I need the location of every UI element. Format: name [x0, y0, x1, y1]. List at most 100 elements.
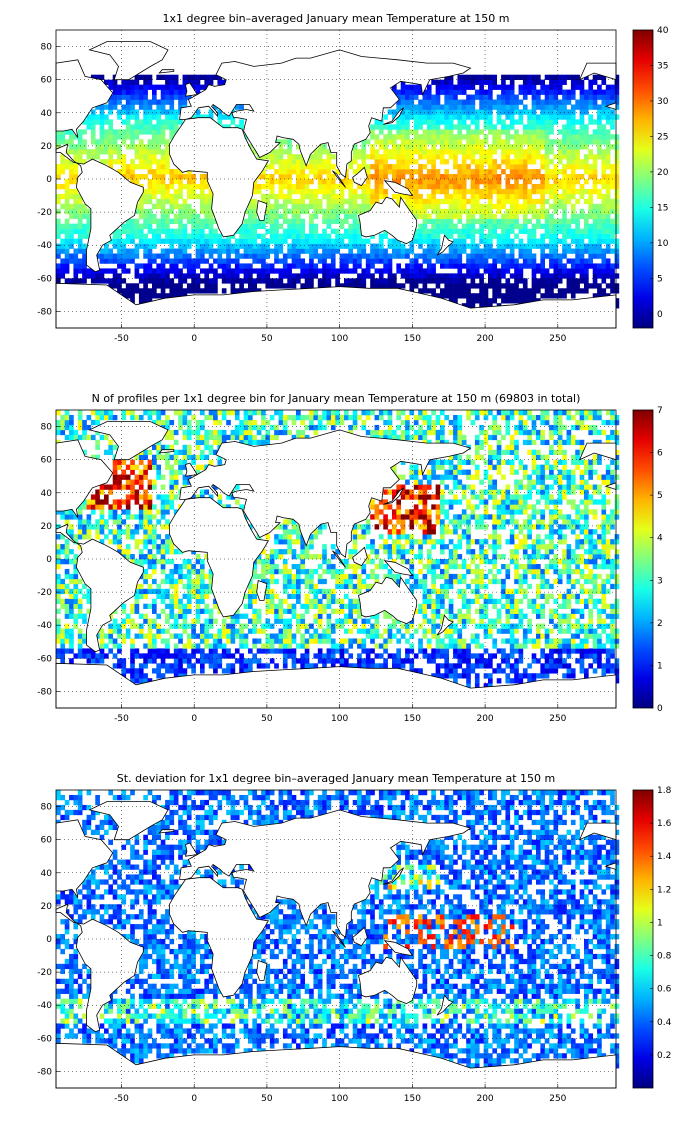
data-cell: [383, 114, 388, 120]
data-cell: [204, 653, 210, 659]
data-cell: [418, 668, 423, 674]
data-cell: [287, 253, 292, 259]
data-cell: [597, 248, 602, 254]
data-cell: [160, 109, 166, 115]
data-cell: [396, 628, 402, 634]
data-cell: [536, 149, 541, 155]
data-cell: [413, 273, 419, 279]
data-cell: [274, 223, 279, 229]
data-cell: [261, 248, 266, 254]
data-cell: [77, 653, 83, 659]
data-cell: [584, 154, 589, 160]
data-cell: [291, 658, 297, 664]
data-cell: [496, 233, 502, 239]
data-cell: [588, 653, 594, 659]
data-cell: [169, 114, 175, 120]
data-cell: [461, 74, 467, 80]
data-cell: [588, 238, 594, 244]
data-cell: [444, 653, 450, 659]
data-cell: [156, 233, 162, 239]
data-cell: [431, 188, 436, 195]
data-cell: [531, 288, 537, 294]
data-cell: [200, 288, 205, 294]
data-cell: [431, 169, 436, 175]
land-outline: [179, 49, 472, 179]
data-cell: [296, 233, 301, 239]
data-cell: [156, 218, 162, 224]
data-cell: [479, 303, 484, 309]
data-cell: [466, 208, 471, 215]
data-cell: [147, 638, 153, 644]
data-cell: [204, 114, 210, 120]
data-cell: [592, 248, 598, 254]
data-cell: [553, 89, 559, 95]
data-cell: [536, 99, 541, 105]
data-cell: [370, 164, 375, 170]
data-cell: [274, 139, 279, 145]
data-cell: [300, 188, 306, 195]
data-cell: [514, 208, 519, 215]
data-cell: [610, 89, 615, 95]
data-cell: [143, 149, 148, 155]
data-cell: [383, 169, 388, 175]
data-cell: [549, 99, 554, 105]
data-cell: [597, 643, 602, 649]
data-cell: [134, 208, 140, 215]
data-cell: [178, 258, 183, 264]
data-cell: [378, 653, 384, 659]
data-cell: [125, 89, 131, 95]
data-cell: [392, 253, 397, 259]
data-cell: [330, 643, 336, 649]
data-cell: [335, 268, 340, 274]
data-cell: [474, 638, 480, 644]
data-cell: [73, 268, 79, 274]
data-cell: [104, 643, 109, 649]
data-cell: [374, 283, 380, 289]
data-cell: [426, 149, 432, 155]
data-cell: [378, 164, 384, 170]
data-cell: [130, 623, 135, 629]
data-cell: [470, 99, 476, 105]
data-cell: [252, 238, 258, 244]
data-cell: [383, 643, 388, 649]
data-cell: [317, 283, 323, 289]
data-cell: [557, 593, 563, 600]
data-cell: [588, 233, 594, 239]
data-cell: [418, 203, 423, 210]
data-cell: [405, 653, 410, 659]
data-cell: [173, 283, 179, 289]
data-cell: [361, 183, 367, 190]
data-cell: [514, 668, 519, 674]
data-cell: [278, 183, 284, 190]
data-cell: [405, 129, 410, 135]
data-cell: [501, 84, 506, 90]
data-cell: [344, 208, 349, 215]
data-cell: [300, 223, 306, 229]
data-cell: [143, 233, 148, 239]
data-cell: [195, 278, 201, 284]
data-cell: [536, 633, 541, 639]
data-cell: [470, 668, 476, 674]
data-cell: [483, 603, 489, 609]
data-cell: [152, 144, 157, 150]
data-cell: [383, 134, 388, 140]
data-cell: [186, 623, 192, 629]
data-cell: [488, 233, 493, 239]
data-cell: [584, 243, 589, 249]
data-cell: [549, 233, 554, 239]
data-cell: [169, 653, 175, 659]
data-cell: [322, 663, 327, 669]
data-cell: [466, 228, 471, 234]
data-cell: [400, 663, 406, 669]
data-cell: [335, 193, 340, 200]
data-cell: [330, 598, 336, 604]
data-cell: [335, 203, 340, 210]
data-cell: [431, 193, 436, 200]
data-cell: [221, 653, 227, 659]
data-cell: [186, 273, 192, 279]
data-cell: [553, 668, 559, 674]
data-cell: [592, 253, 598, 259]
data-cell: [592, 154, 598, 160]
data-cell: [470, 213, 476, 220]
data-cell: [549, 174, 554, 180]
